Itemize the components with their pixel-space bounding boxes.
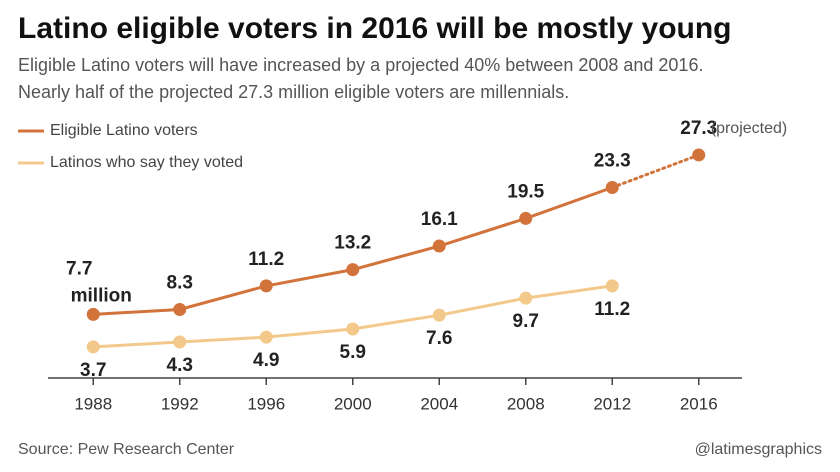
point	[173, 335, 187, 349]
value-label: 27.3	[680, 118, 717, 139]
x-tick-label: 1992	[161, 394, 199, 413]
point	[86, 340, 100, 354]
point	[519, 291, 533, 305]
point	[346, 263, 360, 277]
subtitle: Eligible Latino voters will have increas…	[18, 55, 703, 75]
point	[605, 279, 619, 293]
value-label: 23.3	[594, 151, 631, 172]
value-label: 19.5	[507, 181, 544, 202]
value-label: 7.6	[426, 328, 452, 349]
value-label: 7.7	[66, 258, 92, 279]
value-label: 16.1	[421, 209, 458, 230]
x-tick-label: 2016	[680, 394, 718, 413]
point	[692, 148, 706, 162]
point	[259, 279, 273, 293]
subtitle: Nearly half of the projected 27.3 millio…	[18, 82, 569, 102]
value-label: 5.9	[340, 342, 366, 363]
x-tick-label: 2008	[507, 394, 545, 413]
point	[432, 308, 446, 322]
point	[346, 322, 360, 336]
x-tick-label: 2000	[334, 394, 372, 413]
legend-label: Eligible Latino voters	[50, 122, 198, 139]
point	[173, 302, 187, 316]
x-tick-label: 1988	[74, 394, 112, 413]
value-label: 8.3	[167, 273, 193, 294]
point	[86, 307, 100, 321]
value-label: 4.9	[253, 350, 279, 371]
annotation: million	[71, 285, 132, 306]
annotation: (projected)	[711, 120, 787, 137]
point	[605, 180, 619, 194]
x-tick-label: 2004	[420, 394, 458, 413]
legend-label: Latinos who say they voted	[50, 154, 243, 171]
chart-title: Latino eligible voters in 2016 will be m…	[18, 12, 732, 45]
value-label: 11.2	[248, 249, 284, 270]
point	[259, 330, 273, 344]
x-tick-label: 2012	[593, 394, 631, 413]
value-label: 9.7	[513, 311, 539, 332]
value-label: 3.7	[80, 360, 106, 381]
value-label: 4.3	[167, 355, 193, 376]
source: Source: Pew Research Center	[18, 441, 235, 458]
point	[432, 239, 446, 253]
value-label: 11.2	[594, 299, 630, 320]
projected-line	[610, 153, 701, 189]
credit: @latimesgraphics	[695, 441, 822, 458]
x-tick-label: 1996	[247, 394, 285, 413]
value-label: 13.2	[334, 233, 371, 254]
point	[519, 211, 533, 225]
